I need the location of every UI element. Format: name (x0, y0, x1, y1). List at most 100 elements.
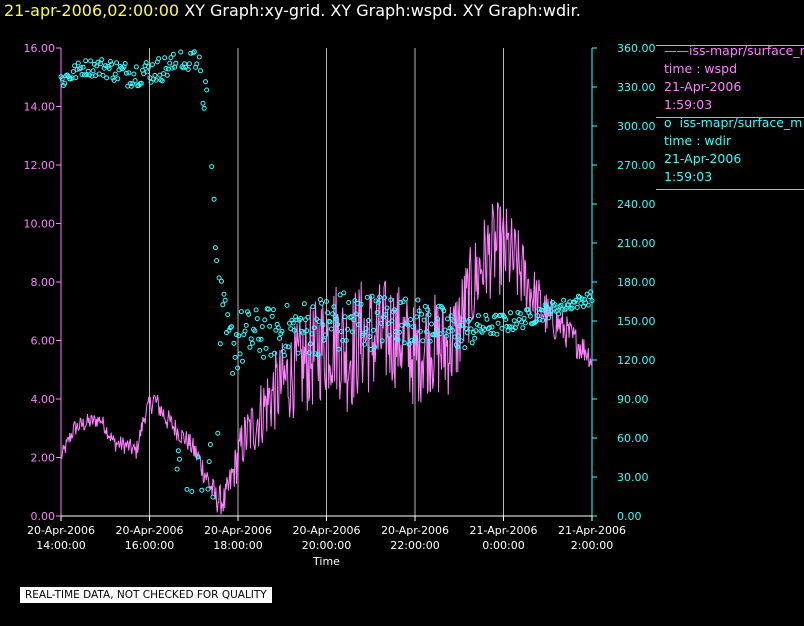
wdir-point (585, 302, 591, 308)
wdir-point (337, 292, 343, 298)
wdir-point (543, 303, 549, 309)
wdir-point (527, 313, 533, 319)
wdir-point (82, 72, 87, 78)
wdir-point (174, 466, 180, 472)
x-tick-label-time: 16:00:00 (125, 539, 174, 552)
wdir-point (361, 331, 366, 337)
wdir-point (279, 328, 285, 334)
wdir-point (126, 70, 132, 76)
wdir-point (484, 316, 490, 322)
wdir-point (398, 300, 404, 305)
wdir-point (364, 294, 370, 300)
wdir-point (389, 318, 395, 324)
left-tick-label: 12.00 (24, 159, 56, 172)
wdir-point (409, 337, 415, 343)
legend-wdir: o iss-mapr/surface_m time : wdir 21-Apr-… (656, 114, 804, 190)
wdir-point (378, 320, 384, 326)
wdir-point (499, 325, 505, 331)
wdir-point (463, 326, 469, 332)
wdir-point (516, 317, 522, 322)
wdir-point (387, 333, 392, 339)
wdir-point (467, 316, 473, 322)
wdir-point (285, 344, 291, 350)
wdir-point (284, 302, 290, 308)
wdir-point (436, 303, 442, 309)
wdir-point (189, 489, 195, 494)
wdir-point (263, 345, 269, 351)
wdir-point (408, 317, 413, 322)
right-tick-label: 30.00 (617, 471, 649, 484)
wdir-point (156, 56, 162, 62)
right-tick-label: 90.00 (617, 393, 649, 406)
wdir-point (479, 329, 485, 335)
wdir-point (312, 351, 318, 357)
wdir-point (385, 321, 391, 326)
wdir-point (574, 304, 580, 310)
wdir-point (315, 352, 321, 358)
wdir-point (204, 87, 210, 93)
wdir-point (73, 75, 79, 81)
wdir-point (169, 65, 175, 71)
wdir-point (226, 328, 232, 333)
wdir-point (141, 71, 147, 77)
wdir-point (445, 316, 450, 322)
wdir-point (327, 319, 333, 325)
wdir-point (254, 316, 260, 322)
wdir-point (221, 291, 227, 297)
wdir-point (375, 299, 381, 305)
wdir-point (167, 60, 173, 66)
wdir-point (483, 312, 489, 318)
legend-wspd: ——iss-mapr/surface_m time : wspd 21-Apr-… (656, 42, 804, 114)
wdir-point (103, 63, 108, 69)
wdir-point (556, 311, 562, 317)
wdir-point (342, 314, 348, 320)
wdir-point (384, 305, 390, 311)
wdir-point (267, 323, 273, 329)
wdir-point (380, 314, 386, 320)
wdir-point (377, 294, 383, 300)
wdir-point (508, 310, 513, 316)
right-tick-label: 210.00 (617, 237, 656, 250)
wdir-point (472, 335, 478, 341)
wdir-point (194, 61, 200, 67)
wdir-point (579, 296, 585, 302)
wdir-point (72, 63, 78, 69)
wdir-point (561, 297, 567, 303)
wdir-point (88, 58, 94, 64)
wdir-point (515, 310, 521, 315)
wdir-point (198, 68, 203, 74)
wdir-point (214, 258, 220, 264)
wdir-point (414, 314, 420, 320)
wdir-point (443, 333, 449, 339)
legend: ——iss-mapr/surface_m time : wspd 21-Apr-… (656, 42, 804, 190)
wdir-point (230, 370, 236, 376)
wdir-point (396, 329, 402, 335)
x-tick-label-time: 22:00:00 (390, 539, 439, 552)
legend-wspd-time: 1:59:03 (664, 97, 713, 112)
wdir-point (511, 318, 517, 324)
wdir-point (175, 448, 181, 454)
legend-divider (656, 117, 804, 118)
wdir-point (306, 350, 312, 356)
wdir-point (372, 344, 378, 350)
wdir-point (475, 313, 481, 319)
wdir-point (162, 55, 168, 61)
wdir-point (316, 319, 322, 324)
x-tick-label-date: 20-Apr-2006 (27, 524, 95, 537)
wdir-point (170, 51, 176, 57)
wdir-point (191, 49, 197, 55)
wdir-point (114, 60, 120, 66)
wdir-point (289, 317, 295, 323)
wdir-point (545, 306, 550, 312)
wdir-point (345, 326, 350, 332)
wdir-point (459, 322, 465, 328)
wdir-point (379, 338, 385, 344)
wdir-point (357, 313, 363, 318)
wdir-point (253, 307, 259, 313)
wdir-point (440, 305, 446, 311)
wdir-point (282, 352, 287, 358)
right-tick-label: 330.00 (617, 81, 656, 94)
wdir-point (487, 325, 492, 331)
wdir-point (235, 365, 241, 371)
wdir-point (243, 322, 249, 328)
